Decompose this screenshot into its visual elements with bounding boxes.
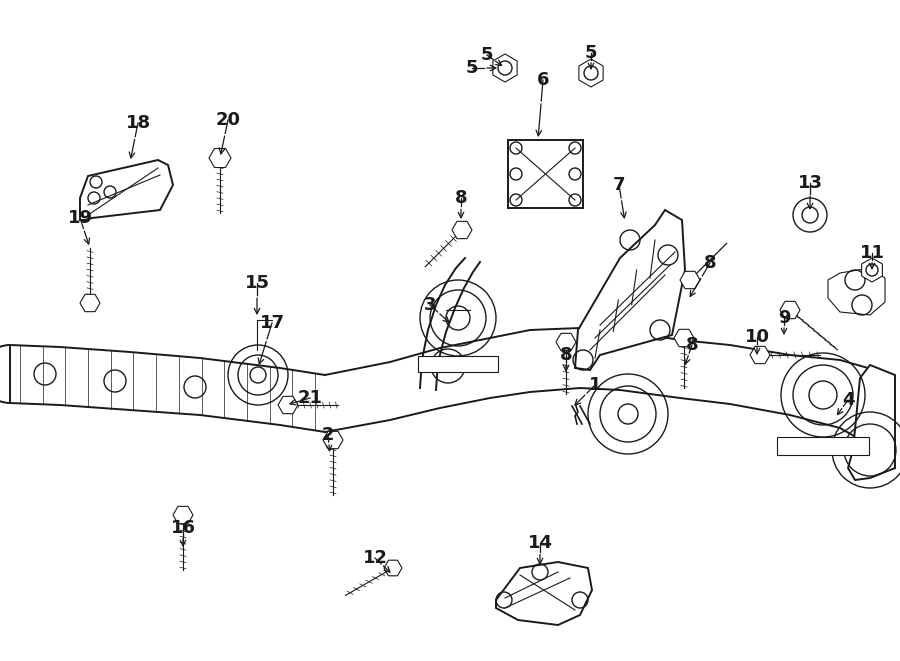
- Polygon shape: [278, 397, 298, 414]
- Polygon shape: [200, 358, 280, 425]
- Text: 19: 19: [68, 209, 93, 227]
- Polygon shape: [496, 562, 592, 625]
- Polygon shape: [420, 360, 438, 390]
- Polygon shape: [440, 338, 490, 408]
- Text: 12: 12: [363, 549, 388, 567]
- Polygon shape: [848, 365, 895, 480]
- Text: 10: 10: [744, 328, 770, 346]
- Polygon shape: [828, 268, 885, 315]
- Polygon shape: [384, 561, 402, 576]
- Polygon shape: [130, 352, 200, 415]
- Text: 16: 16: [170, 519, 195, 537]
- Polygon shape: [530, 328, 580, 392]
- Text: 5: 5: [481, 46, 493, 64]
- Polygon shape: [575, 210, 685, 370]
- Polygon shape: [323, 432, 343, 449]
- Polygon shape: [452, 221, 472, 239]
- Polygon shape: [556, 333, 576, 350]
- Polygon shape: [674, 329, 694, 346]
- Text: 6: 6: [536, 71, 549, 89]
- Polygon shape: [209, 149, 231, 167]
- Text: 3: 3: [424, 296, 436, 314]
- Polygon shape: [390, 348, 440, 420]
- Polygon shape: [436, 285, 464, 308]
- Polygon shape: [680, 271, 700, 289]
- Bar: [777, 437, 869, 455]
- Polygon shape: [80, 160, 173, 220]
- Bar: [508, 140, 583, 208]
- Polygon shape: [579, 59, 603, 87]
- Polygon shape: [325, 362, 390, 432]
- Text: 11: 11: [860, 244, 885, 262]
- Polygon shape: [456, 258, 480, 272]
- Polygon shape: [445, 268, 473, 288]
- Text: 1: 1: [589, 376, 601, 394]
- Text: 14: 14: [527, 534, 553, 552]
- Text: 15: 15: [245, 274, 269, 292]
- Polygon shape: [490, 330, 530, 398]
- Polygon shape: [840, 360, 875, 448]
- Text: 8: 8: [686, 336, 698, 354]
- Polygon shape: [750, 346, 770, 364]
- Polygon shape: [790, 355, 840, 428]
- Text: 8: 8: [560, 346, 572, 364]
- Polygon shape: [428, 305, 455, 332]
- Polygon shape: [620, 330, 680, 398]
- Polygon shape: [780, 301, 800, 319]
- Text: 8: 8: [454, 189, 467, 207]
- Polygon shape: [580, 328, 620, 390]
- Polygon shape: [80, 294, 100, 311]
- Polygon shape: [493, 54, 518, 82]
- Polygon shape: [422, 330, 446, 362]
- Text: 21: 21: [298, 389, 322, 407]
- Polygon shape: [280, 368, 325, 432]
- Polygon shape: [680, 340, 730, 404]
- Text: 5: 5: [466, 59, 478, 77]
- Polygon shape: [10, 345, 60, 405]
- Polygon shape: [730, 345, 790, 415]
- Polygon shape: [173, 506, 193, 524]
- Bar: [418, 356, 498, 372]
- Text: 5: 5: [585, 44, 598, 62]
- Text: 8: 8: [704, 254, 716, 272]
- Polygon shape: [861, 258, 882, 282]
- Text: 17: 17: [259, 314, 284, 332]
- Text: 18: 18: [125, 114, 150, 132]
- Text: 4: 4: [842, 391, 854, 409]
- Text: 20: 20: [215, 111, 240, 129]
- Polygon shape: [60, 347, 130, 410]
- Text: 7: 7: [613, 176, 626, 194]
- Polygon shape: [875, 370, 895, 468]
- Text: 9: 9: [778, 309, 790, 327]
- Text: 13: 13: [797, 174, 823, 192]
- Text: 2: 2: [322, 426, 334, 444]
